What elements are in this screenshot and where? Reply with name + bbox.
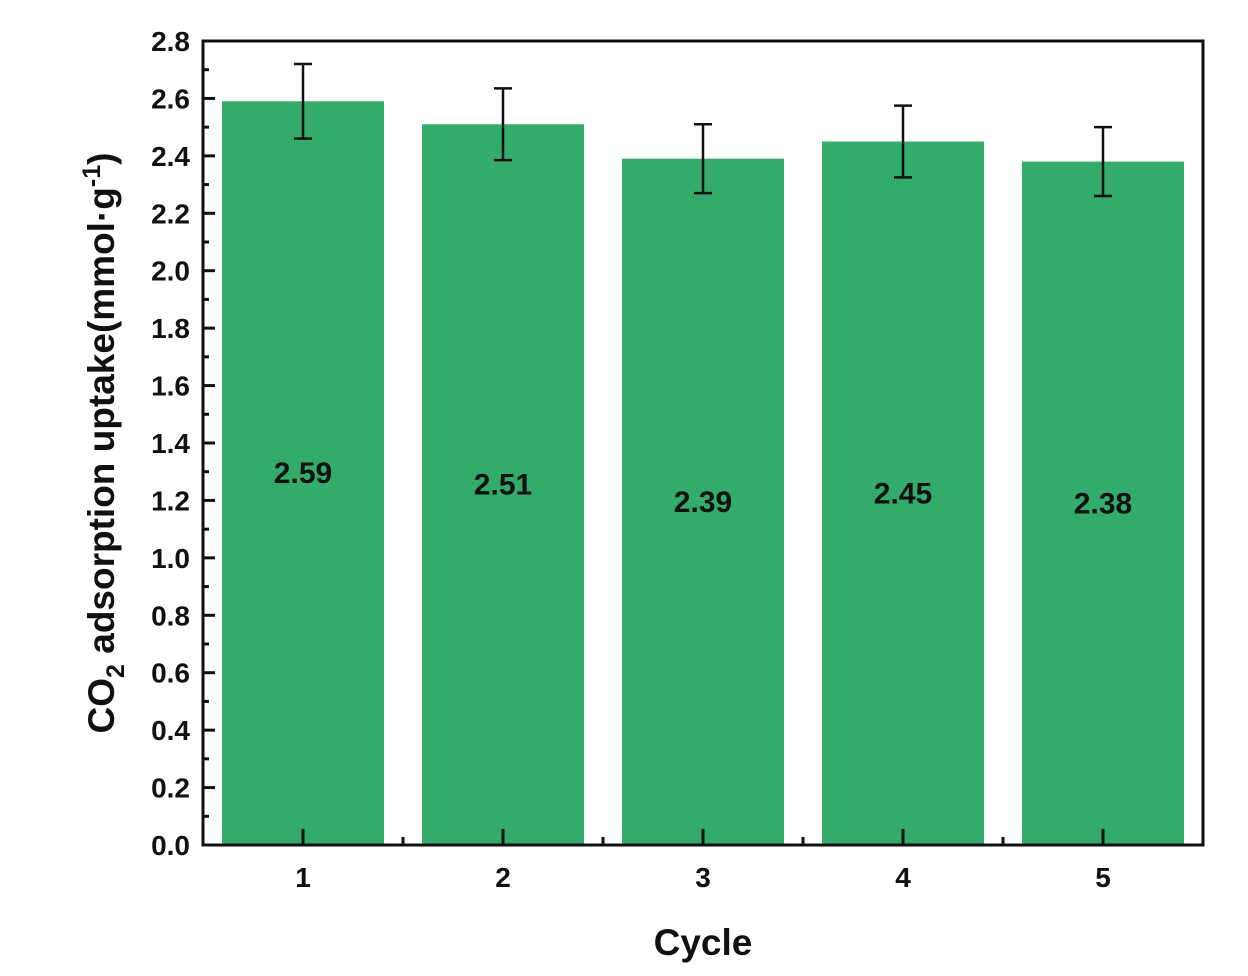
- x-tick-label: 5: [1095, 862, 1111, 893]
- data-label-cycle-5: 2.38: [1074, 487, 1132, 520]
- y-tick-label: 2.6: [151, 83, 190, 114]
- error-bars-group: [294, 62, 1112, 198]
- data-label-cycle-4: 2.45: [874, 477, 932, 510]
- x-tick-label: 1: [295, 862, 311, 893]
- x-axis-title: Cycle: [654, 922, 753, 963]
- y-axis-title-main: adsorption uptake(mmol·g: [81, 187, 122, 664]
- x-tick-label: 3: [695, 862, 711, 893]
- y-axis-title: CO2 adsorption uptake(mmol·g-1): [78, 153, 130, 734]
- y-tick-label: 1.6: [151, 371, 190, 402]
- y-tick-label: 0.4: [151, 715, 190, 746]
- bar-cycle-1: [222, 101, 384, 846]
- bars-group: [222, 101, 1184, 846]
- data-labels-group: 2.59 2.51 2.39 2.45 2.38: [274, 457, 1132, 520]
- y-tick-label: 1.0: [151, 543, 190, 574]
- x-axis: 1 2 3 4 5: [295, 829, 1111, 893]
- error-bar-cycle-2: [494, 87, 512, 162]
- bar-cycle-4: [822, 141, 984, 845]
- y-tick-label: 1.8: [151, 313, 190, 344]
- bar-cycle-5: [1022, 161, 1184, 846]
- y-axis: 0.0 0.2 0.4 0.6 0.8 1.0 1.2 1.4 1.6 1.8 2.0 2.2 2.4 2…: [151, 26, 215, 861]
- y-axis-title-subscript: 2: [102, 664, 130, 678]
- data-label-cycle-3: 2.39: [674, 486, 732, 519]
- y-tick-label: 0.2: [151, 773, 190, 804]
- y-tick-label: 1.2: [151, 485, 190, 516]
- data-label-cycle-2: 2.51: [474, 469, 532, 502]
- error-bar-cycle-1: [294, 62, 312, 140]
- y-axis-title-superscript: -1: [78, 165, 106, 187]
- bar-cycle-3: [622, 158, 784, 845]
- y-tick-label: 0.6: [151, 658, 190, 689]
- y-tick-label: 2.8: [151, 26, 190, 57]
- y-tick-label: 0.0: [151, 830, 190, 861]
- y-axis-title-suffix: ): [81, 153, 122, 165]
- bar-cycle-2: [422, 124, 584, 846]
- error-bar-cycle-3: [694, 123, 712, 195]
- x-tick-label: 2: [495, 862, 511, 893]
- error-bar-cycle-5: [1094, 125, 1112, 198]
- y-tick-label: 1.4: [151, 428, 190, 459]
- data-label-cycle-1: 2.59: [274, 457, 332, 490]
- y-tick-label: 0.8: [151, 600, 190, 631]
- y-axis-title-prefix: CO: [81, 678, 122, 734]
- y-tick-label: 2.4: [151, 141, 190, 172]
- y-tick-label: 2.0: [151, 256, 190, 287]
- y-tick-label: 2.2: [151, 198, 190, 229]
- error-bar-cycle-4: [894, 104, 912, 179]
- x-tick-label: 4: [895, 862, 911, 893]
